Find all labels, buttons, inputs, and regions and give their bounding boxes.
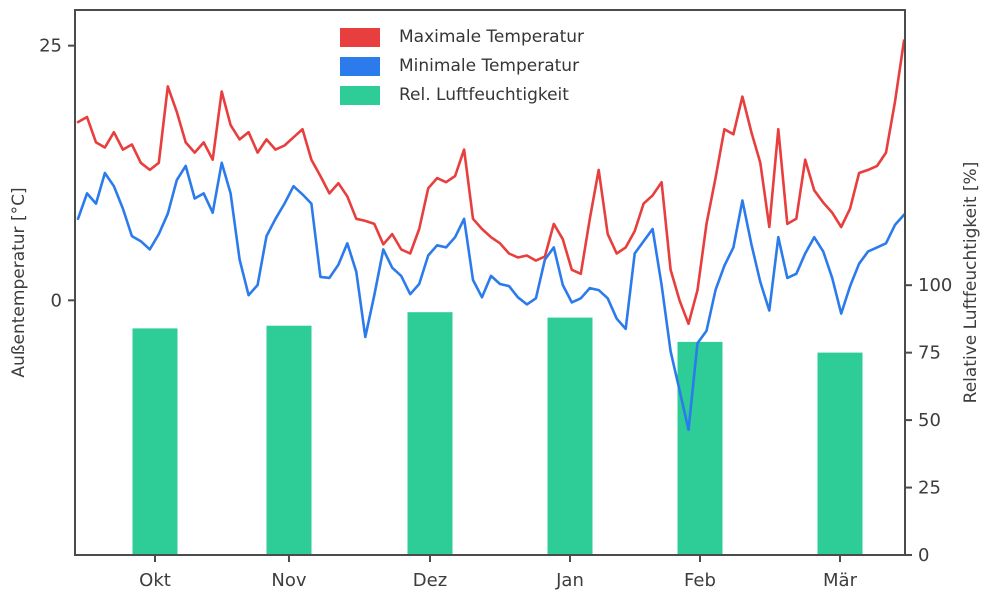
legend-swatch-max-temperature xyxy=(340,27,380,47)
legend-item-humidity: Rel. Luftfeuchtigkeit xyxy=(340,85,584,105)
humidity-bar-Jan xyxy=(547,317,593,555)
legend-label-humidity: Rel. Luftfeuchtigkeit xyxy=(399,85,569,105)
left-axis-title: Außentemperatur [°C] xyxy=(9,187,29,377)
plot-frame xyxy=(74,9,906,556)
legend-swatch-humidity xyxy=(340,85,380,105)
left-tick-label: 25 xyxy=(39,36,62,57)
humidity-bar-Feb xyxy=(677,341,723,555)
legend-label-min-temperature: Minimale Temperatur xyxy=(399,56,580,76)
legend-item-max-temperature: Maximale Temperatur xyxy=(340,27,584,47)
humidity-bar-Mär xyxy=(817,352,863,555)
legend-swatch-min-temperature xyxy=(340,56,380,76)
left-tick-label: 0 xyxy=(51,290,62,311)
humidity-bar-Nov xyxy=(266,325,312,555)
legend-item-min-temperature: Minimale Temperatur xyxy=(340,56,584,76)
line-series-0 xyxy=(76,39,906,326)
x-tick-label-Dez: Dez xyxy=(413,570,447,591)
legend: Maximale Temperatur Minimale Temperatur … xyxy=(340,27,584,105)
right-tick-label: 100 xyxy=(918,275,952,296)
right-tick-label: 25 xyxy=(918,478,941,499)
humidity-bar-Dez xyxy=(407,312,453,555)
humidity-bar-Okt xyxy=(132,328,178,555)
x-tick-label-Nov: Nov xyxy=(271,570,306,591)
right-tick-label: 75 xyxy=(918,343,941,364)
x-tick-label-Mär: Mär xyxy=(823,570,858,591)
x-tick-label-Feb: Feb xyxy=(684,570,716,591)
right-tick-label: 50 xyxy=(918,410,941,431)
right-tick-label: 0 xyxy=(918,545,929,566)
right-axis-title: Relative Luftfeuchtigkeit [%] xyxy=(961,162,981,404)
x-tick-label-Jan: Jan xyxy=(555,570,584,591)
legend-label-max-temperature: Maximale Temperatur xyxy=(399,27,585,47)
line-series-1 xyxy=(76,161,906,432)
x-tick-label-Okt: Okt xyxy=(139,570,171,591)
